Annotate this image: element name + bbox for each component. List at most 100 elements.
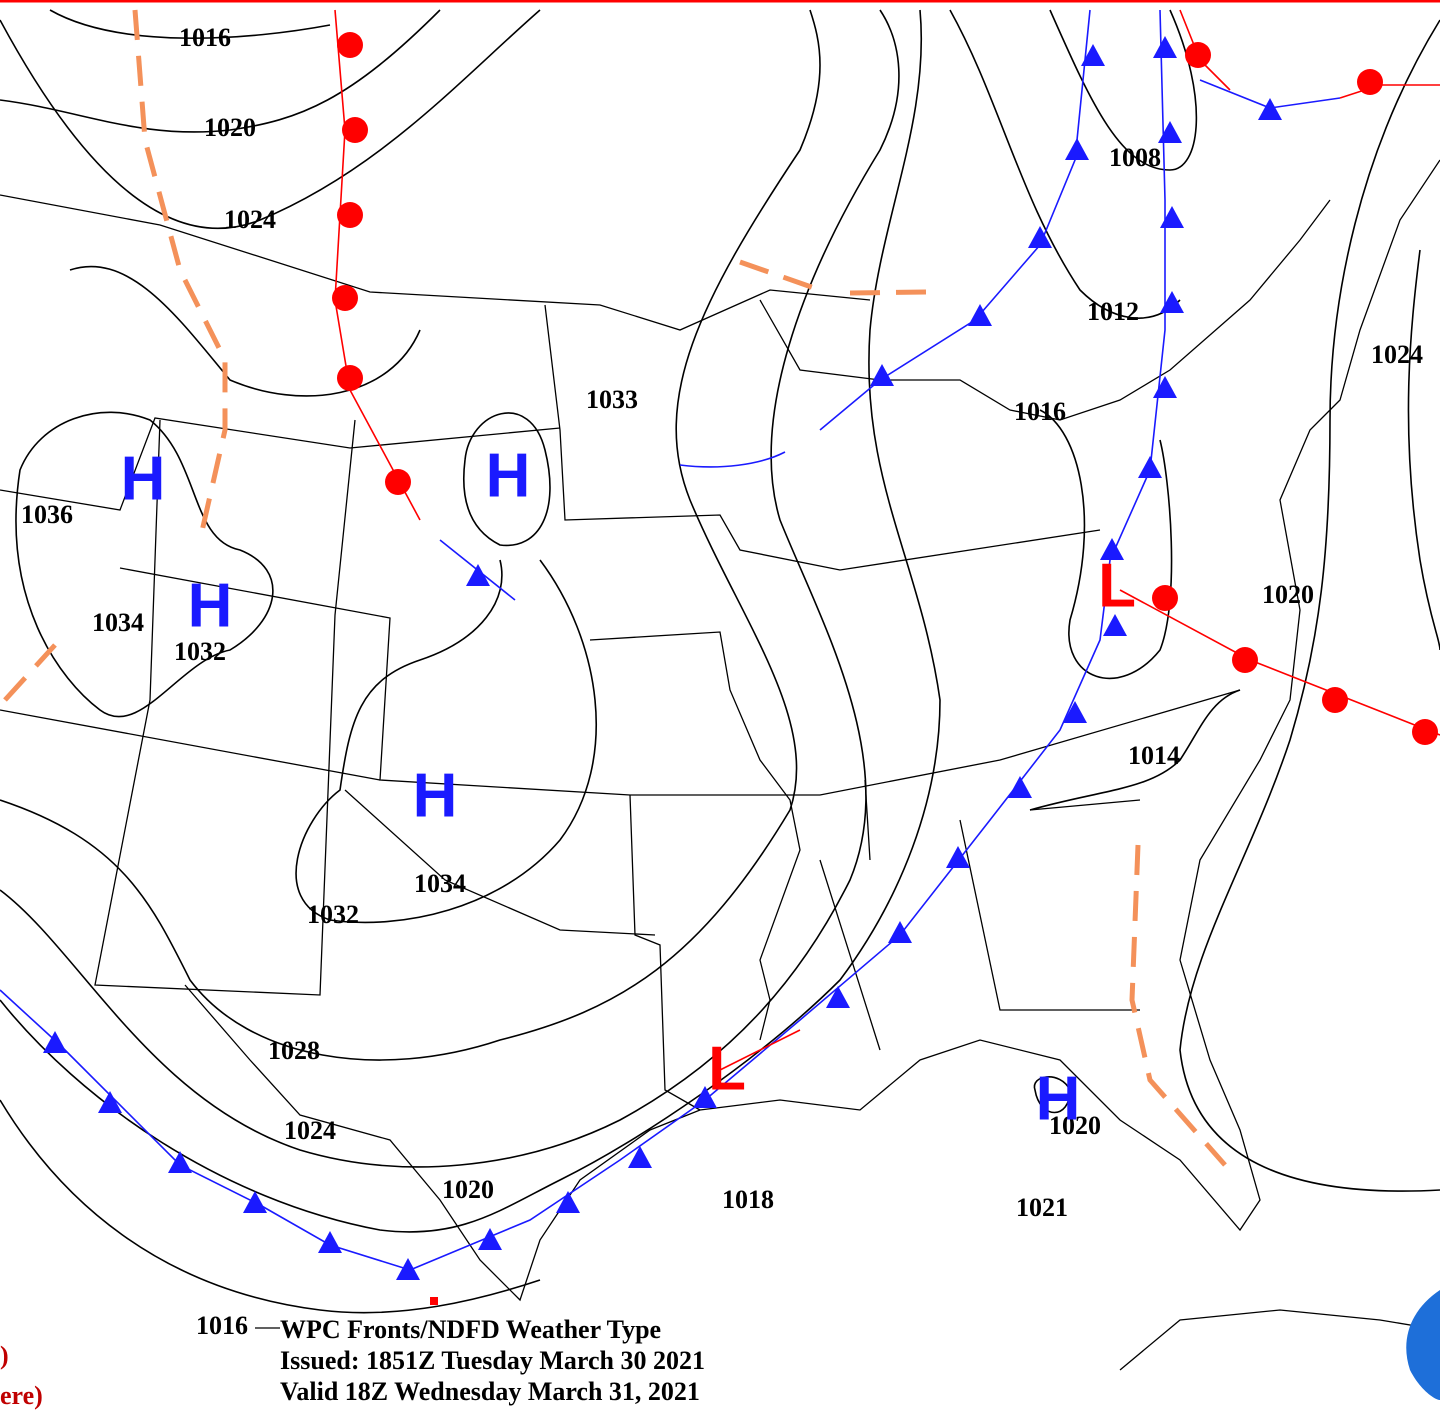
isobar	[69, 265, 421, 397]
warm-front-pip	[332, 285, 358, 311]
isobar-label: 1028	[268, 1036, 320, 1065]
isobar-label: 1012	[1087, 297, 1139, 326]
state-line	[819, 779, 1141, 1051]
pressure-center: H	[121, 444, 166, 513]
trough	[1129, 844, 1227, 1167]
cutoff-text: ere)	[0, 1381, 43, 1410]
isobar-label: 1034	[414, 869, 466, 898]
warm-front-pip	[1232, 647, 1258, 673]
pressure-center: H	[413, 761, 458, 830]
isobar	[295, 559, 597, 924]
isobar-label: 1034	[92, 608, 144, 637]
marker	[430, 1297, 438, 1305]
isobar	[462, 412, 551, 547]
isobar	[0, 9, 441, 133]
cold-front-pip	[1081, 44, 1105, 66]
cutoff-text: )	[0, 1341, 9, 1370]
isobar-label: 1024	[284, 1116, 336, 1145]
cold-front-pip	[1065, 138, 1089, 160]
legend-line: Valid 18Z Wednesday March 31, 2021	[280, 1377, 700, 1406]
pressure-center: H	[188, 571, 233, 640]
isobar-label: 1020	[1049, 1111, 1101, 1140]
warm-front	[719, 1029, 801, 1071]
cold-front-pip	[628, 1146, 652, 1168]
isobar	[49, 9, 331, 39]
cold-front-pip	[870, 364, 894, 386]
pressure-center: H	[1036, 1064, 1081, 1133]
legend-line: WPC Fronts/NDFD Weather Type	[280, 1315, 661, 1344]
state-line	[119, 567, 1241, 796]
pressure-center: L	[708, 1034, 746, 1103]
cold-front-pip	[168, 1151, 192, 1173]
cold-front-pip	[1153, 36, 1177, 58]
warm-front	[1119, 589, 1440, 736]
isobar	[0, 9, 900, 1168]
isobar	[0, 1099, 541, 1314]
cold-front-pip	[1103, 614, 1127, 636]
cold-front-pip	[318, 1231, 342, 1253]
isobar	[0, 9, 541, 230]
warm-front-pip	[1412, 719, 1438, 745]
state-line	[0, 417, 561, 511]
cold-front-pip	[43, 1031, 67, 1053]
cold-front-pip	[1138, 456, 1162, 478]
isobar-label: 1020	[1262, 580, 1314, 609]
isobar	[949, 9, 1181, 319]
isobar-label: 1016	[179, 23, 231, 52]
isobar-label: 1014	[1128, 741, 1180, 770]
front-symbols	[43, 32, 1438, 1280]
warm-front	[1179, 9, 1440, 99]
warm-front	[334, 9, 421, 521]
isobar-label: 1036	[21, 500, 73, 529]
isobars	[0, 9, 1440, 1314]
isobar-label: 1016	[1014, 397, 1066, 426]
river	[344, 789, 656, 936]
legend-line: Issued: 1851Z Tuesday March 30 2021	[280, 1346, 705, 1375]
warm-front-pip	[342, 117, 368, 143]
warm-front-pip	[385, 469, 411, 495]
isobar	[1033, 1076, 1071, 1114]
coastline	[184, 159, 1440, 1302]
isobar-label: 1032	[174, 637, 226, 666]
isobar-label: 1032	[307, 900, 359, 929]
isobar	[0, 9, 821, 1061]
cold-front-pip	[1158, 121, 1182, 143]
pressure-center: L	[1098, 551, 1136, 620]
isobar-label: 1021	[1016, 1193, 1068, 1222]
isobar-label: 1033	[586, 385, 638, 414]
warm-front-pip	[1185, 42, 1211, 68]
cold-front-pip	[1100, 538, 1124, 560]
logo	[1406, 1290, 1440, 1400]
isobar	[1029, 689, 1241, 811]
state-line	[544, 304, 1101, 571]
warm-front-pip	[337, 202, 363, 228]
river	[589, 631, 801, 1041]
geography	[0, 159, 1440, 1371]
isobar	[1179, 19, 1440, 1192]
cold-front	[819, 9, 1091, 431]
cold-front-pip	[1028, 226, 1052, 248]
state-line	[0, 709, 381, 781]
cold-front-pip	[396, 1258, 420, 1280]
cold-front	[679, 451, 786, 468]
great-lakes	[759, 199, 1331, 421]
isobar-label: 1008	[1109, 143, 1161, 172]
fronts	[0, 9, 1440, 1280]
isobar	[15, 411, 274, 718]
cutoff-text: ) ere)	[0, 1341, 43, 1410]
isobar	[1049, 9, 1198, 171]
trough	[132, 9, 228, 541]
cold-front-pip	[826, 986, 850, 1008]
cold-front-pip	[968, 304, 992, 326]
warm-front-pip	[337, 365, 363, 391]
cold-front-pip	[1258, 98, 1282, 120]
cold-front-pip	[243, 1191, 267, 1213]
cold-front-pip	[556, 1191, 580, 1213]
isobar-label: 1024	[1371, 340, 1423, 369]
isobar	[1407, 249, 1440, 651]
isobar-label: 1020	[442, 1175, 494, 1204]
cold-front-pip	[693, 1086, 717, 1108]
